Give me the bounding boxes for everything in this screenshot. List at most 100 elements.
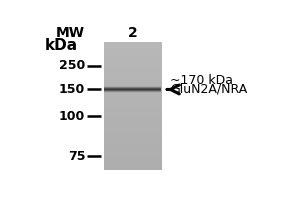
Bar (104, 73, 162, 74)
Text: MW: MW (56, 26, 85, 40)
Text: ~170 kDa: ~170 kDa (170, 74, 233, 87)
Bar (104, 120, 162, 121)
Bar (104, 57, 162, 58)
Bar (104, 113, 162, 114)
Bar (104, 49, 162, 50)
Bar (104, 65, 162, 66)
Bar (104, 132, 162, 133)
Bar (104, 79, 162, 80)
Bar (104, 70, 162, 71)
Bar (104, 48, 162, 49)
Bar (104, 74, 162, 76)
Bar (104, 53, 162, 54)
Bar (104, 126, 162, 127)
Bar (104, 112, 162, 113)
Bar (104, 153, 162, 154)
Bar (104, 50, 162, 51)
Bar (104, 83, 162, 84)
Bar (104, 149, 162, 150)
Bar (104, 81, 162, 82)
Bar (104, 67, 162, 68)
Bar (104, 66, 162, 67)
Bar (104, 99, 162, 100)
Bar (104, 140, 162, 142)
Bar (104, 60, 162, 61)
Bar (104, 111, 162, 112)
Bar (104, 94, 162, 95)
Bar (104, 129, 162, 130)
Bar (104, 118, 162, 119)
Text: 100: 100 (59, 110, 85, 123)
Bar (104, 56, 162, 57)
Bar (104, 133, 162, 134)
Bar (104, 82, 162, 83)
Bar (104, 122, 162, 123)
Bar (104, 168, 162, 169)
Bar (104, 130, 162, 131)
Bar (104, 46, 162, 47)
Bar (104, 103, 162, 104)
Text: 250: 250 (59, 59, 85, 72)
Bar (104, 107, 162, 109)
Bar (104, 146, 162, 147)
Bar (104, 145, 162, 146)
Bar (104, 114, 162, 115)
Bar (104, 102, 162, 103)
Bar (104, 144, 162, 145)
Bar (104, 136, 162, 137)
Bar (104, 143, 162, 144)
Bar (104, 127, 162, 128)
Bar (104, 155, 162, 156)
Bar (104, 89, 162, 90)
Bar (104, 128, 162, 129)
Bar (104, 124, 162, 126)
Bar (104, 148, 162, 149)
Bar (104, 64, 162, 65)
Bar (104, 69, 162, 70)
Bar (104, 134, 162, 135)
Bar (104, 77, 162, 78)
Bar (104, 109, 162, 110)
Bar (104, 90, 162, 91)
Bar (104, 78, 162, 79)
Bar (104, 154, 162, 155)
Text: kDa: kDa (44, 38, 78, 53)
Bar (104, 63, 162, 64)
Bar (104, 71, 162, 72)
Bar (104, 80, 162, 81)
Bar (104, 160, 162, 161)
Text: 150: 150 (59, 83, 85, 96)
Bar (104, 51, 162, 52)
Bar (104, 104, 162, 105)
Bar (104, 123, 162, 124)
Bar (104, 121, 162, 122)
Bar (104, 54, 162, 55)
Bar (104, 68, 162, 69)
Bar (104, 61, 162, 62)
Bar (104, 101, 162, 102)
Bar (104, 96, 162, 97)
Bar (104, 91, 162, 93)
Bar (104, 105, 162, 106)
Bar (104, 152, 162, 153)
Bar (104, 42, 162, 44)
Bar (104, 162, 162, 163)
Bar (104, 116, 162, 117)
Bar (104, 100, 162, 101)
Bar (104, 139, 162, 140)
Bar (104, 167, 162, 168)
Bar (104, 117, 162, 118)
Bar (104, 97, 162, 98)
Bar (104, 84, 162, 85)
Bar (104, 156, 162, 158)
Bar (104, 95, 162, 96)
Bar (104, 147, 162, 148)
Bar (104, 166, 162, 167)
Bar (104, 138, 162, 139)
Text: 75: 75 (68, 150, 85, 163)
Bar (104, 62, 162, 63)
Bar (104, 169, 162, 170)
Bar (104, 115, 162, 116)
Bar (104, 165, 162, 166)
Bar (104, 142, 162, 143)
